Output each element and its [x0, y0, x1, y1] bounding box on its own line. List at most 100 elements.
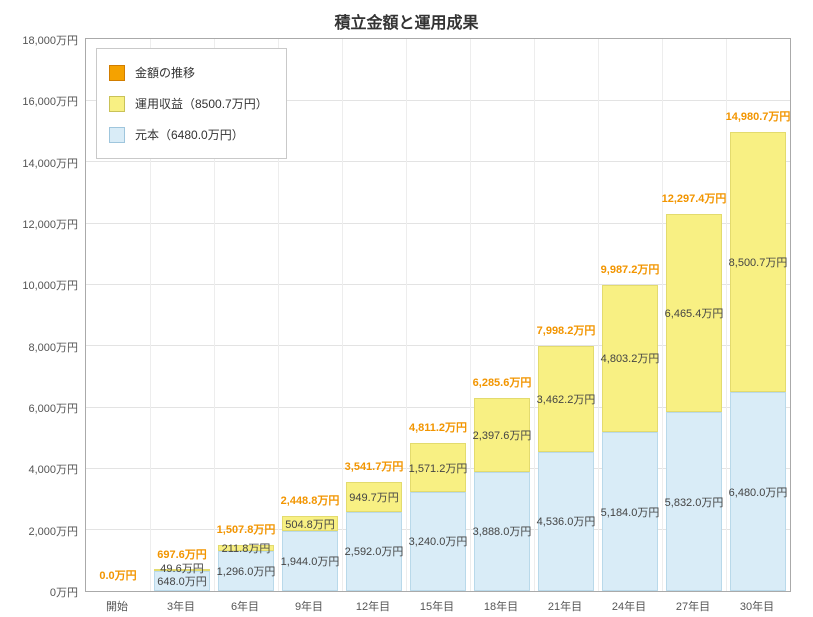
principal-value-label: 5,832.0万円	[664, 496, 724, 509]
y-axis-tick-label: 10,000万円	[22, 280, 78, 293]
y-axis-tick-label: 18,000万円	[22, 35, 78, 47]
gridline-horizontal	[86, 99, 790, 101]
x-axis-tick-label: 30年目	[739, 601, 775, 613]
y-axis-tick-label: 2,000万円	[28, 525, 78, 538]
legend-swatch-icon	[109, 64, 125, 81]
profit-value-label: 3,462.2万円	[536, 393, 596, 406]
gridline-horizontal	[86, 161, 790, 163]
bar-segment-principal	[410, 491, 466, 591]
bar-segment-profit	[346, 482, 402, 512]
profit-value-label: 1,571.2万円	[408, 462, 468, 475]
bar-segment-profit	[282, 515, 338, 532]
x-axis-tick-label: 6年目	[230, 601, 260, 613]
total-value-label: 6,285.6万円	[472, 377, 532, 390]
total-value-label: 3,541.7万円	[344, 461, 404, 474]
bar-segment-profit	[602, 284, 658, 433]
gridline-horizontal	[86, 283, 790, 285]
x-axis-tick-label: 18年目	[483, 601, 519, 613]
gridline-vertical	[405, 39, 407, 591]
gridline-vertical	[149, 39, 151, 591]
principal-value-label: 648.0万円	[157, 576, 207, 589]
y-axis-tick-label: 12,000万円	[22, 219, 78, 231]
legend-item-label: 金額の推移	[135, 66, 196, 80]
x-axis-tick-label: 9年目	[294, 601, 324, 613]
legend-swatch-icon	[109, 95, 125, 112]
legend-item-label: 元本（6480.0万円）	[135, 128, 244, 142]
profit-value-label: 6,465.4万円	[664, 308, 724, 321]
gridline-vertical	[533, 39, 535, 591]
y-axis-tick-label: 8,000万円	[28, 341, 78, 354]
bar-segment-profit	[410, 443, 466, 492]
profit-value-label: 8,500.7万円	[728, 256, 788, 269]
gridline-vertical	[597, 39, 599, 591]
y-axis-tick-label: 6,000万円	[28, 403, 78, 415]
total-value-label: 2,448.8万円	[280, 494, 340, 507]
legend-swatch-icon	[109, 126, 125, 143]
x-axis-tick-label: 24年目	[611, 601, 647, 613]
total-value-label: 4,811.2万円	[408, 422, 468, 435]
bar-segment-principal	[154, 571, 210, 591]
x-axis-tick-label: 15年目	[419, 601, 455, 613]
x-axis-tick-label: 27年目	[675, 601, 711, 613]
bar-segment-profit	[538, 345, 594, 452]
gridline-vertical	[661, 39, 663, 591]
principal-value-label: 1,944.0万円	[280, 556, 340, 569]
bar-segment-principal	[538, 451, 594, 591]
bar-segment-profit	[666, 213, 722, 413]
bar-segment-principal	[602, 432, 658, 591]
bar-segment-principal	[346, 511, 402, 591]
gridline-vertical	[725, 39, 727, 591]
gridline-vertical	[277, 39, 279, 591]
gridline-horizontal	[86, 222, 790, 224]
principal-value-label: 3,888.0万円	[472, 526, 532, 539]
bar-segment-profit	[730, 131, 786, 393]
legend-item: 元本（6480.0万円）	[109, 119, 268, 150]
total-value-label: 12,297.4万円	[661, 192, 727, 205]
bar-segment-principal	[282, 531, 338, 591]
y-axis-tick-label: 16,000万円	[22, 96, 78, 109]
bar-segment-principal	[474, 471, 530, 591]
bar-segment-profit	[154, 569, 210, 572]
principal-value-label: 4,536.0万円	[536, 516, 596, 529]
bar-segment-profit	[474, 398, 530, 472]
profit-value-label: 949.7万円	[349, 491, 399, 504]
total-value-label: 1,507.8万円	[216, 523, 276, 536]
total-value-label: 0.0万円	[99, 570, 137, 582]
x-axis-tick-label: 12年目	[355, 601, 391, 613]
total-value-label: 14,980.7万円	[725, 110, 791, 123]
principal-value-label: 1,296.0万円	[216, 566, 276, 579]
bar-segment-principal	[218, 551, 274, 591]
principal-value-label: 2,592.0万円	[344, 546, 404, 559]
gridline-vertical	[341, 39, 343, 591]
gridline-horizontal	[86, 345, 790, 347]
profit-value-label: 2,397.6万円	[472, 430, 532, 442]
profit-value-label: 211.8万円	[221, 543, 271, 555]
legend: 金額の推移運用収益（8500.7万円） 元本（6480.0万円）	[96, 48, 287, 159]
bar-segment-principal	[666, 412, 722, 591]
profit-value-label: 4,803.2万円	[600, 353, 660, 366]
profit-value-label: 49.6万円	[160, 563, 204, 576]
chart-title: 積立金額と運用成果	[334, 15, 479, 32]
principal-value-label: 5,184.0万円	[600, 506, 660, 519]
plot-area: 金額の推移運用収益（8500.7万円） 元本（6480.0万円） 0.0万円 648…	[85, 38, 791, 592]
y-axis-tick-label: 14,000万円	[22, 157, 78, 170]
y-axis-tick-label: 0万円	[49, 587, 78, 599]
principal-value-label: 6,480.0万円	[728, 486, 788, 499]
legend-item-label: 運用収益（8500.7万円）	[135, 97, 268, 111]
gridline-vertical	[469, 39, 471, 591]
x-axis-tick-label: 21年目	[547, 601, 583, 613]
total-value-label: 9,987.2万円	[600, 263, 660, 276]
y-axis-tick-label: 4,000万円	[28, 464, 78, 477]
principal-value-label: 3,240.0万円	[408, 536, 468, 549]
gridline-vertical	[213, 39, 215, 591]
x-axis-tick-label: 開始	[106, 601, 128, 613]
gridline-horizontal	[86, 406, 790, 408]
x-axis-tick-label: 3年目	[166, 601, 196, 613]
total-value-label: 7,998.2万円	[536, 324, 596, 337]
legend-item: 金額の推移	[109, 57, 268, 88]
legend-item: 運用収益（8500.7万円）	[109, 88, 268, 119]
total-value-label: 697.6万円	[157, 548, 207, 561]
bar-segment-profit	[218, 544, 274, 552]
bar-segment-principal	[730, 392, 786, 591]
